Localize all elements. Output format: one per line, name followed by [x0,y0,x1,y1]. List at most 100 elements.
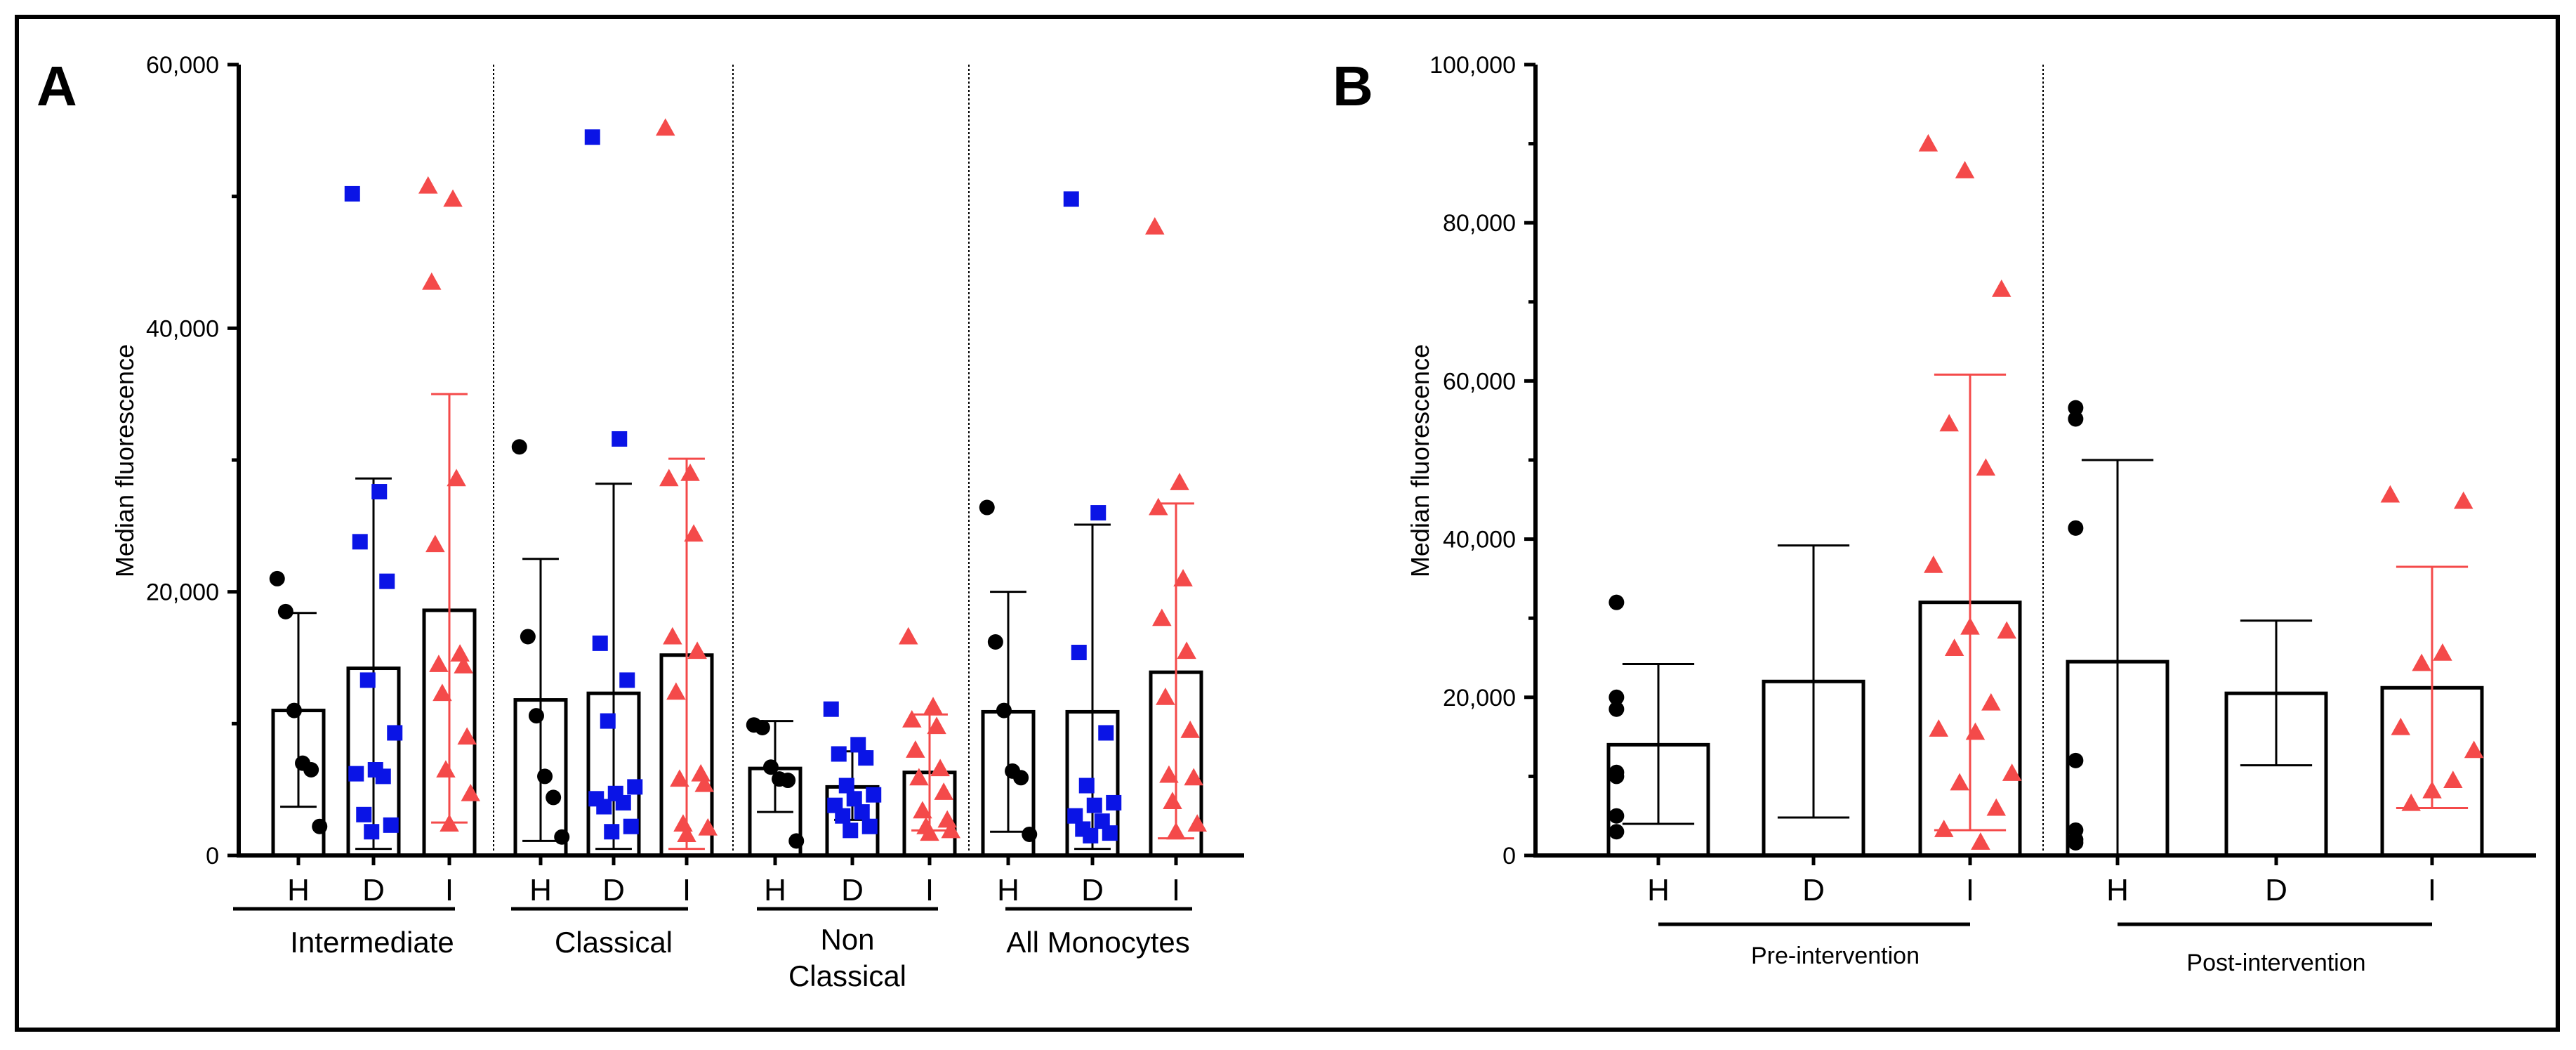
panel-a-point-square [858,750,874,766]
panel-b-point-triangle [1955,161,1975,178]
panel-b-y-tick-label: 0 [1502,843,1516,869]
panel-b-y-axis-title: Median fluorescence [1406,344,1434,577]
panel-a-point-triangle [656,118,675,136]
panel-a-point-circle [996,702,1012,718]
panel-b-y-tick-label: 60,000 [1443,368,1516,395]
panel-a-point-square [348,766,364,782]
panel-a-point-triangle [1149,497,1168,516]
panel-b-point-triangle [1929,719,1949,737]
panel-a-point-triangle [930,759,950,777]
panel-b-point-triangle [2002,763,2022,781]
panel-a-point-square [600,713,616,729]
panel-a-point-triangle [1177,641,1196,659]
panel-a-group-label: All Monocytes [1006,926,1189,959]
panel-b-point-triangle [1939,414,1959,432]
panel-a-category-label: D [602,873,625,907]
panel-a-point-triangle [1180,720,1200,738]
panel-a-point-circle [511,439,527,455]
panel-b-point-circle [2068,411,2084,427]
panel-a-category-label: H [997,873,1019,907]
panel-a-point-circle [979,499,995,516]
panel-a-point-square [352,534,368,550]
panel-a-category-label: D [1081,873,1104,907]
panel-b-y-tick-label: 80,000 [1443,210,1516,237]
panel-b-point-circle [1609,594,1625,610]
panel-a-point-triangle [1173,569,1193,586]
panel-a-point-square [1102,825,1118,841]
panel-b-point-triangle [1918,133,1938,152]
panel-a-point-triangle [436,760,456,778]
panel-a-point-circle [1022,826,1038,842]
panel-b-point-triangle [2443,770,2463,789]
panel-a-point-square [375,768,391,785]
panel-a-point-triangle [680,464,700,481]
panel-a-point-triangle [923,697,943,714]
panel-a-chart: 0 20,000 40,000 60,000 H D I Intermediate H D I Cla… [146,52,1244,992]
panel-a-point-square [1063,191,1079,207]
panel-b-y-tick-label: 20,000 [1443,685,1516,711]
panel-b-y-tick-label: 40,000 [1443,527,1516,553]
panel-letter-a: A [37,55,77,117]
panel-a-point-triangle [447,468,466,487]
panel-a-category-label: H [287,873,310,907]
panel-a-point-triangle [659,468,679,487]
panel-a-group-label-line: Non [820,923,874,956]
panel-a-category-label: I [1172,873,1180,907]
panel-a-category-label: H [764,873,786,907]
panel-a-point-square [387,725,403,741]
panel-b-point-triangle [1976,458,1996,476]
panel-a-category-label: I [682,873,691,907]
panel-b-point-circle [2068,520,2084,536]
panel-b-point-triangle [1991,280,2012,297]
panel-b-point-triangle [1997,621,2016,639]
panel-a-point-triangle [425,534,445,553]
panel-a-point-circle [788,833,805,849]
panel-b-point-triangle [1950,773,1969,791]
panel-a-point-triangle [443,189,463,207]
panel-b-point-triangle [1965,722,1986,740]
panel-a-group-label-line: Classical [788,959,906,992]
panel-a-point-square [843,822,859,839]
panel-a-point-triangle [440,814,459,832]
panel-a-category-label: I [925,873,934,907]
panel-b-point-circle [2068,834,2084,851]
panel-b-point-triangle [1971,832,1990,850]
panel-a-point-triangle [1184,768,1203,786]
panel-a-point-circle [537,768,553,785]
panel-a-point-circle [303,762,319,778]
panel-a-point-triangle [941,820,960,839]
panel-a-point-square [861,818,878,834]
panel-letter-b: B [1333,55,1373,117]
panel-a-point-circle [762,759,779,775]
panel-a-point-triangle [909,768,929,786]
panel-a-point-square [854,804,870,820]
panel-a-point-circle [987,634,1003,650]
panel-a-point-circle [1013,770,1029,786]
panel-a-point-square [1083,827,1099,844]
panel-a-point-triangle [1145,217,1165,235]
panel-a-point-square [623,818,639,834]
panel-a-point-square [823,701,839,717]
panel-b-category-label: I [1966,873,1974,907]
panel-a-y-tick-label: 20,000 [146,579,219,606]
panel-a-point-triangle [920,823,939,841]
panel-a-point-triangle [1152,608,1172,626]
panel-b-point-circle [2068,400,2084,416]
panel-a-category-label: H [529,873,552,907]
figure-frame [15,15,2560,1032]
panel-a-category-label: D [841,873,864,907]
panel-a-point-circle [754,719,770,735]
panel-a-point-square [604,824,620,840]
panel-b-point-triangle [2464,740,2484,759]
panel-a-point-square [835,808,851,824]
panel-a-point-triangle [429,655,449,672]
panel-b-point-circle [2068,752,2084,768]
panel-a-group-label: Classical [555,926,673,959]
panel-a-point-square [1086,797,1102,813]
panel-a-point-triangle [906,740,925,758]
panel-b-point-triangle [2433,643,2452,661]
panel-a-point-triangle [450,644,470,662]
panel-a-point-triangle [902,709,922,728]
panel-a-point-square [1067,808,1083,824]
